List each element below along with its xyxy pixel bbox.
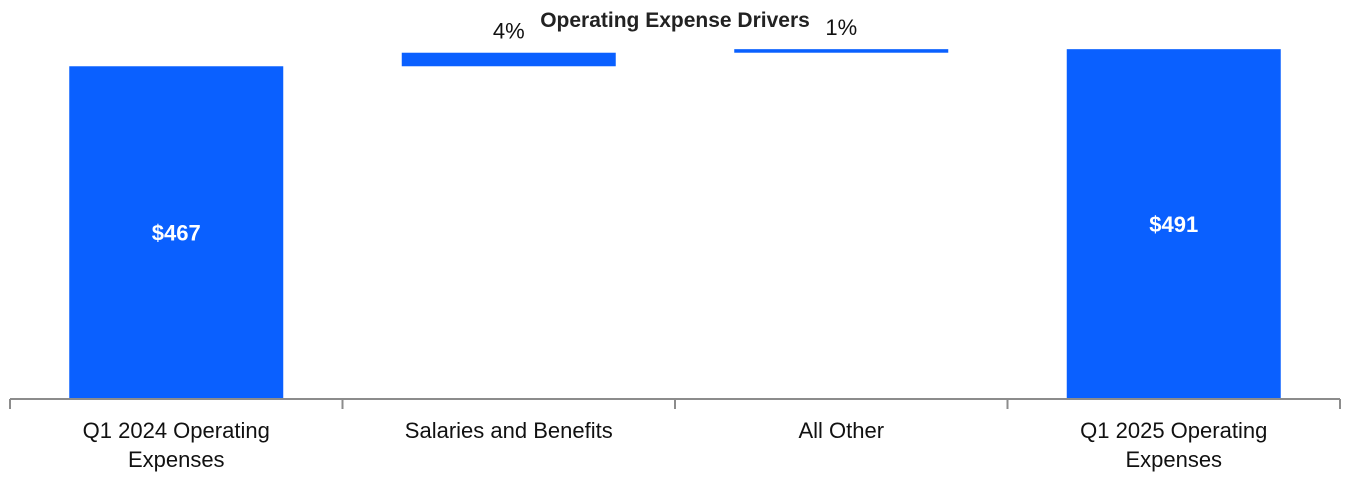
bar-3 xyxy=(1066,49,1281,399)
category-label-line: Q1 2024 Operating xyxy=(83,418,270,443)
category-label-2: All Other xyxy=(798,418,884,443)
category-label-line: Expenses xyxy=(128,447,225,472)
bar-1 xyxy=(401,52,616,67)
category-label-3: Q1 2025 Operating Expenses xyxy=(1080,418,1267,472)
bar-change-label-2: 1% xyxy=(825,15,857,40)
labels-layer: $467 4% 1% $491 xyxy=(152,15,1198,245)
bar-0 xyxy=(69,66,284,399)
bar-2 xyxy=(734,49,949,53)
category-label-1: Salaries and Benefits xyxy=(405,418,613,443)
category-label-0: Q1 2024 Operating Expenses xyxy=(83,418,270,472)
category-labels: Q1 2024 Operating Expenses Salaries and Be… xyxy=(83,418,1268,472)
category-label-line: Q1 2025 Operating xyxy=(1080,418,1267,443)
x-axis xyxy=(9,398,1341,409)
chart-title: Operating Expense Drivers xyxy=(540,9,810,32)
category-label-line: Expenses xyxy=(1125,447,1222,472)
bar-change-label-1: 4% xyxy=(493,19,525,44)
category-label-line: All Other xyxy=(798,418,884,443)
bar-value-label-0: $467 xyxy=(152,221,201,246)
category-label-line: Salaries and Benefits xyxy=(405,418,613,443)
bar-value-label-3: $491 xyxy=(1149,212,1198,237)
bars-layer xyxy=(69,49,1281,399)
